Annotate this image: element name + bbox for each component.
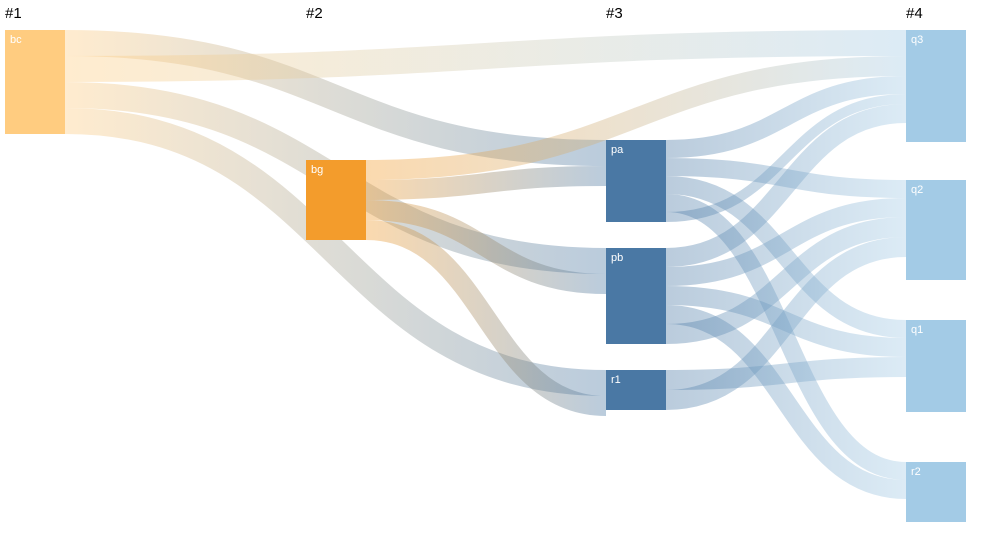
node-label: pa [611, 144, 624, 156]
node-label: bg [311, 164, 323, 176]
column-header: #3 [606, 5, 623, 22]
sankey-node-q3[interactable] [906, 30, 966, 142]
column-header: #4 [906, 5, 923, 22]
node-label: q2 [911, 184, 923, 196]
headers-layer: #1 #2 #3 #4 [5, 5, 923, 22]
node-label: q3 [911, 34, 923, 46]
node-label: r2 [911, 466, 921, 478]
links-layer [65, 43, 906, 490]
column-header: #1 [5, 5, 22, 22]
node-label: bc [10, 34, 22, 46]
node-label: pb [611, 252, 623, 264]
sankey-link [666, 367, 906, 380]
node-label: r1 [611, 374, 621, 386]
column-header: #2 [306, 5, 323, 22]
sankey-diagram: bc bg pa pb r1 q3 q2 q1 r2 #1 #2 #3 #4 [0, 0, 986, 554]
node-label: q1 [911, 324, 923, 336]
